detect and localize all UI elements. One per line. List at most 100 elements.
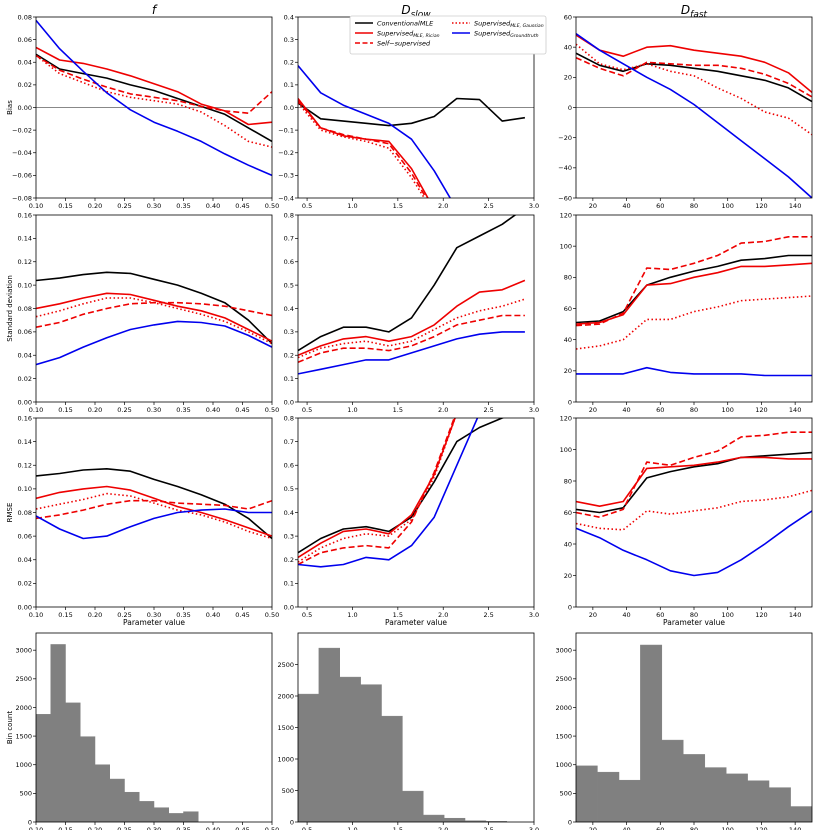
y-tick-label: 120: [560, 414, 572, 422]
x-tick-label: 0.5: [302, 611, 312, 619]
histogram-bar: [36, 714, 51, 822]
y-tick-label: 0.04: [18, 556, 32, 564]
y-tick-label: 80: [564, 477, 572, 485]
y-tick-label: 0.4: [284, 13, 294, 21]
y-tick-label: 0.5: [284, 281, 294, 289]
plot-area: [576, 32, 812, 198]
series-line-supervised-groundtruth: [298, 65, 452, 198]
y-tick-label: 500: [282, 787, 294, 795]
series-line-self-supervised: [576, 56, 812, 98]
legend-label-subscript: Groundtruth: [510, 33, 538, 39]
series-line-conventionalmle: [576, 52, 812, 103]
y-tick-label: 0.2: [284, 556, 294, 564]
y-tick-label: 0.4: [284, 509, 294, 517]
x-tick-label: 3.0: [529, 202, 539, 210]
y-tick-label: 0: [568, 603, 572, 611]
plot-area: [298, 65, 534, 198]
y-tick-label: 100: [560, 446, 572, 454]
x-tick-label: 0.15: [58, 202, 72, 210]
y-tick-label: 0: [568, 398, 572, 406]
axes-frame: [35, 417, 273, 608]
histogram-bar: [65, 702, 81, 822]
legend-frame: [349, 15, 547, 55]
y-tick-label: 0.08: [18, 305, 32, 313]
legend-label-base: Self−supervised: [377, 39, 431, 47]
series-line-self-supervised: [576, 431, 812, 518]
y-tick-label: 500: [560, 790, 572, 798]
y-tick-label: 2500: [15, 675, 32, 683]
y-tick-label: 0.02: [18, 81, 32, 89]
x-tick-label: 80: [690, 406, 698, 414]
panel-1-1: 0.5 1.0 1.5 2.0 2.5 3.0 0.0 0.1 0.2 0.3 0.4 0.5 0.6 0…: [284, 211, 540, 414]
x-tick-label: 100: [722, 202, 734, 210]
x-tick-label: 0.30: [147, 826, 161, 830]
y-tick-label: 0.1: [284, 580, 294, 588]
y-tick-label: 0: [568, 818, 572, 826]
x-tick-label: 0.45: [235, 202, 249, 210]
x-tick-label: 140: [789, 826, 801, 830]
y-tick-label: 0.0: [284, 104, 294, 112]
x-tick-label: 0.40: [206, 826, 220, 830]
y-tick-label: 0: [28, 818, 32, 826]
y-tick-label: 20: [564, 367, 572, 375]
y-tick-label: 0: [568, 104, 572, 112]
x-tick-label: 40: [622, 406, 630, 414]
panel-2-1: 0.5 1.0 1.5 2.0 2.5 3.0 0.0 0.1 0.2 0.3 0.4 0.5 0.6 0…: [284, 414, 540, 619]
x-tick-label: 0.5: [302, 826, 312, 830]
y-tick-label: 0.14: [18, 235, 32, 243]
histogram-bar: [153, 807, 169, 822]
y-tick-label: 1000: [15, 761, 32, 769]
y-tick-label: 0.04: [18, 352, 32, 360]
y-tick-label: 0.6: [284, 462, 294, 470]
x-tick-label: 0.35: [176, 826, 190, 830]
x-tick-label: 0.35: [176, 611, 190, 619]
x-tick-label: 60: [656, 406, 664, 414]
x-tick-label: 0.20: [88, 406, 102, 414]
x-tick-label: 2.0: [438, 826, 448, 830]
x-tick-label: 2.0: [438, 202, 448, 210]
x-tick-label: 0.15: [58, 826, 72, 830]
series-line-supervised-mle-rician: [298, 279, 526, 357]
panel-0-2: 20 40 60 80 100 120 140 −60 −40 −20 0 20 40 60: [558, 13, 813, 210]
column-title-f: f: [152, 3, 158, 17]
series-line-supervised-groundtruth: [576, 32, 812, 198]
series-line-supervised-groundtruth: [576, 510, 812, 577]
y-tick-label: −0.2: [278, 149, 294, 157]
x-tick-label: 2.5: [483, 826, 493, 830]
panel-1-0: 0.10 0.15 0.20 0.25 0.30 0.35 0.40 0.45 0.50 0.00…: [6, 211, 279, 414]
x-tick-label: 100: [722, 826, 734, 830]
x-tick-label: 0.30: [147, 406, 161, 414]
x-tick-label: 0.10: [29, 826, 43, 830]
x-tick-label: 1.5: [393, 202, 403, 210]
x-tick-label: 0.50: [265, 406, 279, 414]
histogram-bar: [168, 813, 184, 822]
x-tick-label: 2.5: [483, 202, 493, 210]
y-tick-label: 60: [564, 305, 572, 313]
y-tick-label: 0.02: [18, 375, 32, 383]
x-tick-label: 140: [789, 406, 801, 414]
x-tick-label: 0.25: [117, 826, 131, 830]
legend-label-subscript: MLE, Rician: [413, 33, 439, 39]
y-tick-label: 0.6: [284, 258, 294, 266]
xlabel-col1: Parameter value: [123, 618, 185, 627]
column-title-dslow-base: D: [401, 3, 410, 17]
x-tick-label: 0.35: [176, 406, 190, 414]
series-line-conventionalmle: [298, 418, 505, 554]
x-tick-label: 1.5: [393, 406, 403, 414]
axes-frame: [297, 214, 535, 403]
histogram-bar: [80, 736, 96, 822]
x-tick-label: 3.0: [529, 406, 539, 414]
legend-label: SupervisedMLE, Rician: [377, 29, 440, 39]
y-tick-label: 2000: [555, 704, 572, 712]
y-tick-label: 20: [564, 572, 572, 580]
x-tick-label: 0.10: [29, 406, 43, 414]
x-tick-label: 40: [622, 611, 630, 619]
x-tick-label: 0.5: [302, 406, 312, 414]
y-tick-label: 3000: [15, 646, 32, 654]
x-tick-label: 120: [755, 202, 767, 210]
y-tick-label: 2500: [555, 675, 572, 683]
series-line-supervised-mle-gaussian: [36, 54, 272, 148]
histogram-bar: [661, 739, 684, 822]
x-tick-label: 80: [690, 611, 698, 619]
y-tick-label: 60: [564, 13, 572, 21]
